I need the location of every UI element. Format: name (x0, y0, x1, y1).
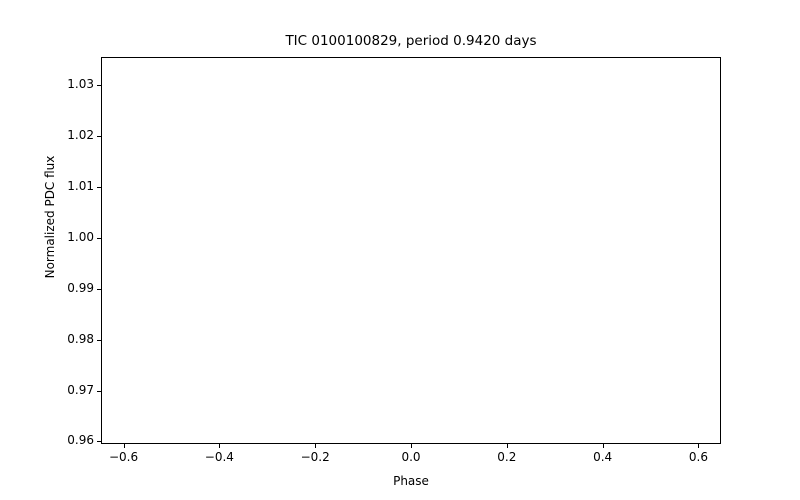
y-tick-mark (97, 339, 101, 341)
y-tick-label: 0.99 (67, 280, 94, 295)
x-tick-mark (602, 444, 604, 448)
x-tick-mark (123, 444, 125, 448)
y-tick-mark (97, 186, 101, 188)
y-axis-label: Normalized PDC flux (43, 155, 57, 279)
y-tick-mark (97, 85, 101, 86)
x-tick-label: 0.4 (593, 450, 613, 464)
x-tick-label: −0.2 (300, 450, 330, 464)
y-tick-label: 1.01 (67, 178, 94, 193)
y-tick-label: 0.96 (67, 433, 94, 448)
y-tick-label: 1.00 (67, 229, 94, 244)
x-tick-mark (219, 444, 221, 448)
y-tick-label: 1.03 (67, 77, 94, 91)
chart-title: TIC 0100100829, period 0.9420 days (285, 33, 537, 49)
x-tick-mark (506, 444, 508, 448)
x-tick-label: 0.6 (688, 450, 709, 464)
x-tick-mark (698, 444, 700, 448)
y-tick-mark (97, 237, 101, 239)
y-tick-label: 0.97 (67, 382, 94, 397)
plot-area (101, 57, 721, 444)
x-tick-label: 0.0 (401, 450, 421, 464)
x-tick-mark (315, 444, 317, 448)
y-tick-label: 1.02 (67, 127, 94, 142)
y-tick-label: 0.98 (67, 331, 94, 346)
y-tick-mark (97, 135, 101, 137)
x-axis-label: Phase (393, 474, 429, 488)
x-tick-label: 0.2 (497, 450, 517, 464)
x-tick-label: −0.4 (204, 450, 234, 464)
y-tick-mark (97, 288, 101, 290)
y-tick-mark (97, 390, 101, 392)
x-tick-label: −0.6 (108, 450, 139, 464)
x-tick-mark (411, 444, 412, 448)
y-tick-mark (97, 441, 101, 443)
scatter-plot-canvas (102, 58, 720, 443)
